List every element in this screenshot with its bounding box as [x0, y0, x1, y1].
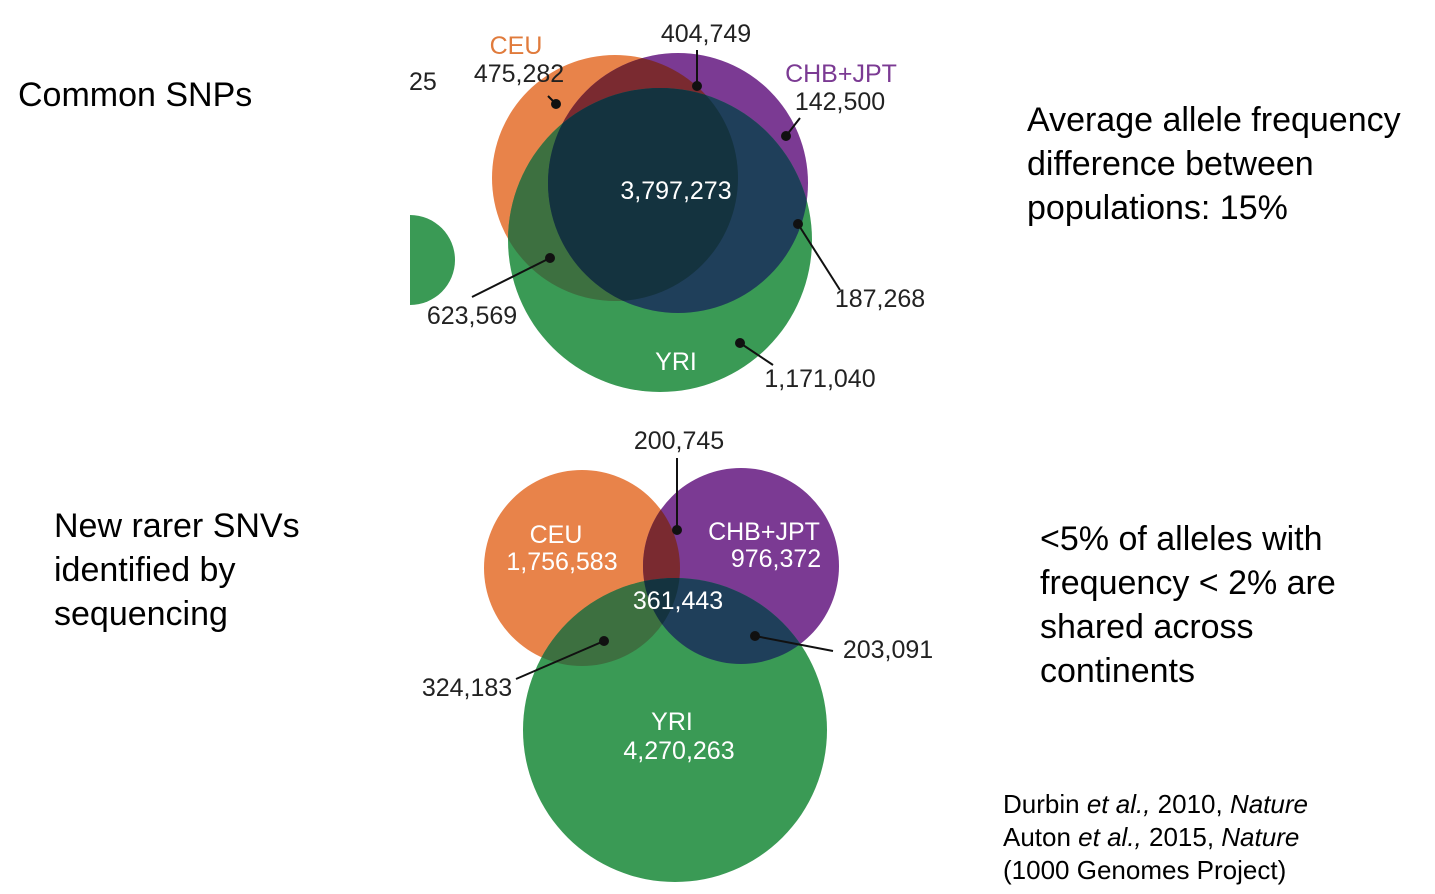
top-chb-value: 142,500 [795, 88, 885, 116]
citation-1: Durbin et al., 2010, Nature [1003, 789, 1308, 819]
new-rarer-line-1: New rarer SNVs [54, 507, 300, 545]
bottom-chb-yri-value: 203,091 [843, 636, 933, 664]
bottom-ceu-label: CEU [530, 521, 583, 549]
avg-line-1: Average allele frequency [1027, 101, 1401, 139]
new-rarer-line-2: identified by [54, 551, 236, 589]
top-yri-value: 1,171,040 [764, 365, 875, 393]
citation-3: (1000 Genomes Project) [1003, 855, 1287, 885]
rare-alleles-text: <5% of alleles with frequency < 2% are s… [1040, 517, 1336, 693]
bottom-yri-value: 4,270,263 [623, 737, 734, 765]
top-ceu-label: CEU [490, 32, 543, 60]
cropped-value-fragment: 25 [409, 68, 437, 96]
bottom-all-three-value: 361,443 [633, 587, 723, 615]
citation-2: Auton et al., 2015, Nature [1003, 822, 1300, 852]
bottom-yri-label: YRI [651, 708, 693, 736]
cropped-circle-fragment [410, 215, 455, 305]
bottom-ceu-value: 1,756,583 [506, 548, 617, 576]
top-ceu-yri-value: 623,569 [427, 302, 517, 330]
bottom-venn: 200,745 CEU 1,756,583 CHB+JPT 976,372 36… [422, 427, 933, 882]
bottom-ceu-chb-value: 200,745 [634, 427, 724, 455]
avg-line-3: populations: 15% [1027, 189, 1288, 227]
new-rarer-snvs-label: New rarer SNVs identified by sequencing [54, 504, 300, 636]
bottom-ceu-yri-value: 324,183 [422, 674, 512, 702]
top-yri-label: YRI [655, 348, 697, 376]
citations: Durbin et al., 2010, Nature Auton et al.… [1003, 788, 1308, 887]
top-all-three-value: 3,797,273 [620, 177, 731, 205]
bottom-chb-value: 976,372 [731, 545, 821, 573]
top-ceu-value: 475,282 [474, 60, 564, 88]
top-venn: CEU 475,282 404,749 CHB+JPT 142,500 3,79… [409, 20, 925, 393]
top-chb-label: CHB+JPT [785, 60, 897, 88]
top-ceu-chb-value: 404,749 [661, 20, 751, 48]
top-chb-yri-value: 187,268 [835, 285, 925, 313]
avg-frequency-text: Average allele frequency difference betw… [1027, 98, 1401, 230]
rare-line-1: <5% of alleles with [1040, 520, 1323, 558]
top-all-three-overlap [548, 88, 738, 301]
bottom-chb-label: CHB+JPT [708, 518, 820, 546]
rare-line-3: shared across [1040, 608, 1254, 646]
common-snps-label: Common SNPs [18, 76, 253, 114]
rare-line-2: frequency < 2% are [1040, 564, 1336, 602]
new-rarer-line-3: sequencing [54, 595, 228, 633]
avg-line-2: difference between [1027, 145, 1314, 183]
rare-line-4: continents [1040, 652, 1195, 690]
